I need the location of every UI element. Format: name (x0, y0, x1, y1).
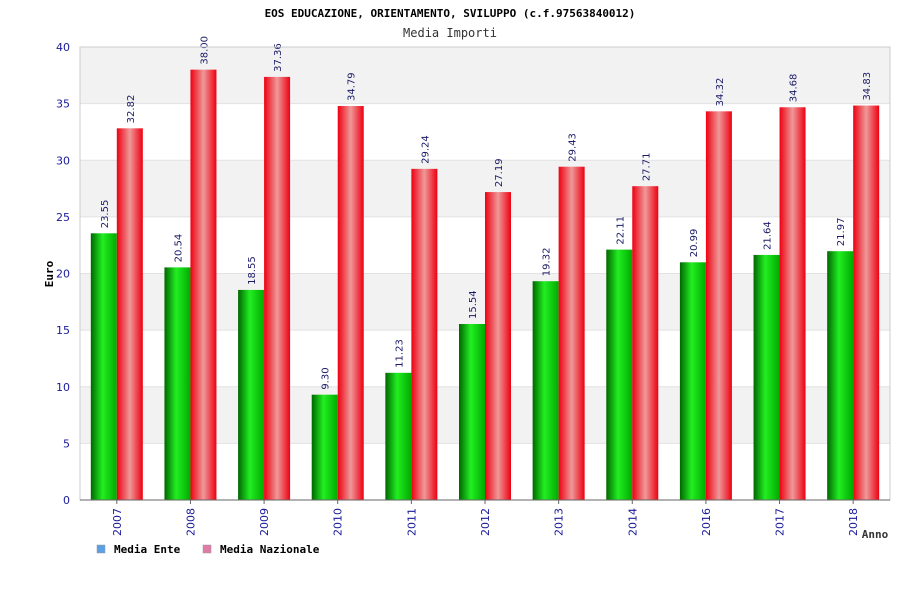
x-axis-label: Anno (862, 528, 889, 541)
bar-value-label: 32.82 (126, 95, 137, 124)
bar-media-ente-2013 (532, 281, 559, 500)
bar-value-label: 37.36 (273, 43, 284, 72)
legend: Media Ente Media Nazionale (96, 543, 320, 556)
bar-value-label: 34.68 (789, 74, 800, 103)
x-tick-label: 2008 (184, 508, 197, 536)
bar-value-label: 29.24 (420, 135, 431, 164)
bar-media-nazionale-2008 (190, 69, 217, 501)
x-tick-label: 2009 (258, 508, 271, 536)
bar-value-label: 29.43 (568, 133, 579, 162)
bar-media-ente-2017 (753, 254, 780, 500)
bar-media-nazionale-2014 (632, 186, 659, 500)
bar-media-nazionale-2012 (485, 192, 511, 501)
x-tick-label: 2016 (700, 508, 713, 536)
bar-value-label: 22.11 (615, 216, 626, 245)
legend-swatch-media-nazionale (202, 544, 212, 554)
legend-label-media-nazionale: Media Nazionale (220, 543, 320, 556)
bar-media-nazionale-2013 (558, 166, 585, 500)
bar-media-nazionale-2009 (264, 76, 291, 500)
bar-media-ente-2018 (827, 251, 854, 500)
bar-value-labels: 23.55 32.82 20.54 38.00 18.55 37.36 9.30 34.79 1… (100, 36, 873, 390)
y-tick-label: 30 (56, 154, 70, 167)
bar-media-nazionale-2018 (853, 105, 880, 501)
x-tick-label: 2017 (774, 508, 787, 536)
bar-media-nazionale-2011 (411, 168, 438, 500)
bar-value-label: 34.79 (347, 72, 358, 101)
x-tick-label: 2014 (626, 508, 639, 536)
chart-subtitle: Media Importi (403, 26, 497, 40)
bar-value-label: 15.54 (468, 290, 479, 319)
bars (90, 69, 880, 501)
x-tick-label: 2011 (405, 508, 418, 536)
bar-value-label: 21.97 (836, 218, 847, 247)
y-tick-label: 40 (56, 41, 70, 54)
x-tick-label: 2018 (847, 508, 860, 536)
bar-value-label: 19.32 (542, 248, 553, 277)
bar-value-label: 9.30 (321, 367, 332, 389)
y-axis-ticks: 0 5 10 15 20 25 30 35 40 (56, 41, 70, 507)
bar-value-label: 38.00 (199, 36, 210, 65)
bar-value-label: 11.23 (394, 339, 405, 368)
x-tick-label: 2013 (553, 508, 566, 536)
y-tick-label: 5 (63, 437, 70, 450)
bar-media-nazionale-2017 (779, 107, 806, 501)
bar-value-label: 34.32 (715, 78, 726, 107)
bar-media-ente-2009 (238, 289, 265, 500)
bar-value-label: 27.19 (494, 158, 505, 187)
bar-media-ente-2007 (90, 233, 117, 500)
y-tick-label: 20 (56, 268, 70, 281)
bar-value-label: 18.55 (247, 256, 258, 285)
y-tick-label: 15 (56, 324, 70, 337)
y-tick-label: 25 (56, 211, 70, 224)
x-tick-label: 2007 (111, 508, 124, 536)
y-tick-label: 0 (63, 494, 70, 507)
bar-media-ente-2016 (679, 262, 706, 500)
bar-media-ente-2012 (459, 324, 485, 500)
bar-media-nazionale-2016 (705, 111, 732, 501)
bar-value-label: 23.55 (100, 200, 111, 229)
x-tick-label: 2012 (479, 508, 492, 536)
bar-media-ente-2014 (606, 249, 633, 500)
bar-media-ente-2010 (311, 394, 338, 500)
x-axis-ticks: 2007 2008 2009 2010 2011 2012 2013 2014 2016 2017… (111, 500, 860, 536)
x-tick-label: 2010 (332, 508, 345, 536)
y-axis-label: Euro (43, 260, 56, 287)
bar-value-label: 21.64 (763, 221, 774, 250)
y-tick-label: 35 (56, 98, 70, 111)
bar-value-label: 20.54 (173, 234, 184, 263)
bar-value-label: 34.83 (862, 72, 873, 101)
chart-title: EOS EDUCAZIONE, ORIENTAMENTO, SVILUPPO (… (265, 7, 636, 20)
y-tick-label: 10 (56, 381, 70, 394)
bar-value-label: 20.99 (689, 229, 700, 258)
legend-swatch-media-ente (96, 544, 106, 554)
bar-media-ente-2011 (385, 372, 412, 500)
bar-media-nazionale-2010 (337, 106, 364, 501)
bar-media-ente-2008 (164, 267, 191, 500)
legend-label-media-ente: Media Ente (114, 543, 181, 556)
bar-value-label: 27.71 (641, 153, 652, 182)
bar-media-nazionale-2007 (116, 128, 143, 500)
